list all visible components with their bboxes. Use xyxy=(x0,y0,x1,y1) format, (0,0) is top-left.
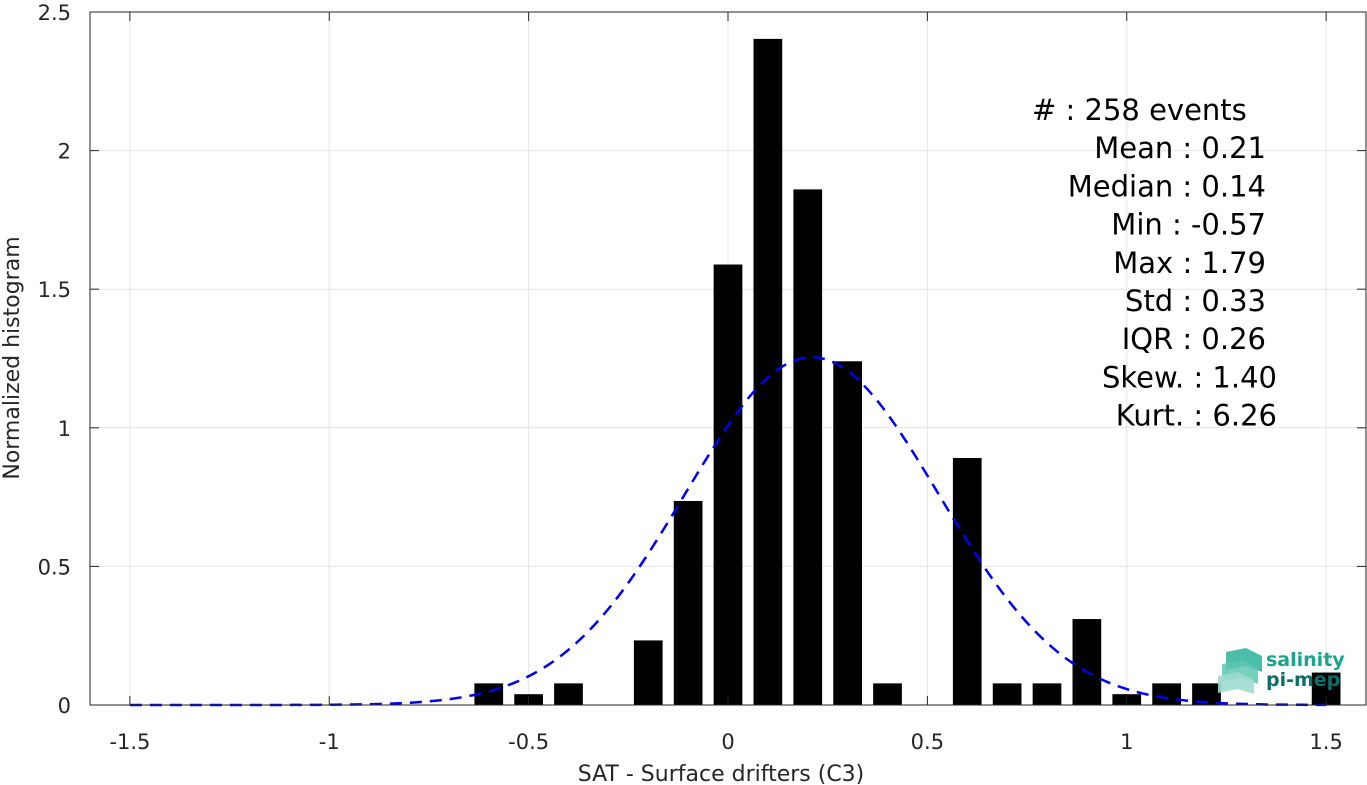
y-tick-label: 1 xyxy=(58,417,71,441)
histogram-bar xyxy=(554,683,583,705)
x-tick-label: -1 xyxy=(319,730,340,754)
y-tick-label: 1.5 xyxy=(38,278,71,302)
logo-icon xyxy=(1218,648,1262,694)
histogram-bar xyxy=(1072,619,1102,705)
histogram-bar xyxy=(1032,683,1062,705)
histogram-bar xyxy=(1192,683,1221,705)
y-tick-label: 2.5 xyxy=(38,1,71,25)
histogram-bar xyxy=(633,640,663,705)
stat-line: Median : 0.14 xyxy=(1068,169,1266,203)
stat-line: Kurt. : 6.26 xyxy=(1116,399,1277,433)
stat-line: Skew. : 1.40 xyxy=(1102,360,1277,394)
histogram-bar xyxy=(952,458,982,705)
normal-fit-curve xyxy=(129,355,1327,707)
stat-line: Std : 0.33 xyxy=(1125,284,1266,318)
stat-line: Min : -0.57 xyxy=(1111,208,1266,242)
y-tick-label: 2 xyxy=(58,140,71,164)
histogram-bar xyxy=(873,683,902,705)
histogram-bar xyxy=(753,38,783,705)
histogram-bar xyxy=(673,500,703,705)
statistics-box: # : 258 events Mean : 0.21 Median : 0.14 Mi… xyxy=(1032,93,1277,433)
stat-line: Max : 1.79 xyxy=(1113,246,1266,280)
x-tick-label: -0.5 xyxy=(508,730,549,754)
logo-text-pi-mep: pi-mep xyxy=(1266,669,1340,691)
y-tick-label: 0 xyxy=(58,694,71,718)
x-tick-labels: -1.5 -1 -0.5 0 0.5 1 1.5 xyxy=(109,730,1342,754)
stat-line: IQR : 0.26 xyxy=(1122,322,1266,356)
logo-text-salinity: salinity xyxy=(1266,649,1345,671)
stat-line: Mean : 0.21 xyxy=(1094,131,1266,165)
histogram-bar xyxy=(1152,683,1181,705)
x-axis-label: SAT - Surface drifters (C3) xyxy=(578,762,865,785)
x-tick-label: 1 xyxy=(1120,730,1133,754)
x-tick-label: 1.5 xyxy=(1309,730,1342,754)
axes-frame xyxy=(89,11,1367,706)
salinity-pi-mep-logo: salinity pi-mep xyxy=(1218,648,1345,694)
histogram-bar xyxy=(992,683,1022,705)
histogram-bar xyxy=(793,189,823,705)
x-tick-label: -1.5 xyxy=(109,730,150,754)
y-tick-label: 0.5 xyxy=(38,555,71,579)
y-tick-labels: 0 0.5 1 1.5 2 2.5 xyxy=(38,1,71,718)
histogram-bar xyxy=(833,361,862,705)
y-axis-label: Normalized histogram xyxy=(0,236,25,479)
x-tick-label: 0 xyxy=(721,730,734,754)
histogram-bars xyxy=(474,38,1341,705)
histogram-bar xyxy=(713,264,743,705)
x-tick-label: 0.5 xyxy=(911,730,944,754)
stat-line: # : 258 events xyxy=(1032,93,1247,127)
